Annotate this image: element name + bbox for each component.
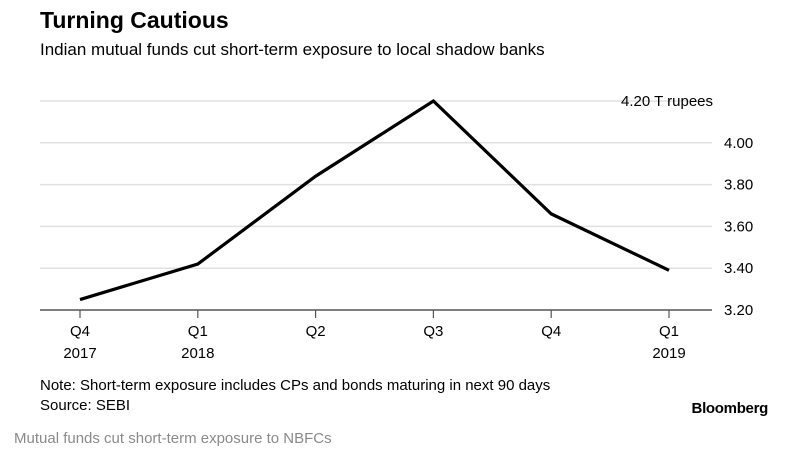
chart-notes: Note: Short-term exposure includes CPs a… bbox=[40, 376, 550, 416]
chart-title: Turning Cautious bbox=[40, 7, 229, 33]
y-tick-label: 4.00 bbox=[724, 135, 753, 152]
bloomberg-logo: Bloomberg bbox=[691, 400, 769, 417]
x-tick-label: Q3 bbox=[423, 323, 443, 340]
x-tick-year-label: 2018 bbox=[181, 345, 214, 362]
image-caption: Mutual funds cut short-term exposure to … bbox=[14, 430, 332, 447]
x-tick-label: Q2 bbox=[306, 323, 326, 340]
series-line bbox=[79, 98, 670, 302]
note-text: Note: Short-term exposure includes CPs a… bbox=[40, 377, 551, 394]
y-tick-label: 3.20 bbox=[724, 302, 753, 319]
x-tick-label: Q1 bbox=[659, 323, 679, 340]
x-tick-label: Q4 bbox=[541, 323, 561, 340]
y-tick-label: 3.80 bbox=[724, 177, 753, 194]
y-tick-label: 3.60 bbox=[724, 218, 753, 235]
y-tick-label: 3.40 bbox=[724, 260, 753, 277]
x-tick-label: Q4 bbox=[70, 323, 90, 340]
y-tick-label: 4.20 T rupees bbox=[621, 93, 713, 110]
x-tick-year-label: 2017 bbox=[63, 345, 96, 362]
x-tick-label: Q1 bbox=[188, 323, 208, 340]
x-tick-year-label: 2019 bbox=[652, 345, 685, 362]
chart-subtitle: Indian mutual funds cut short-term expos… bbox=[40, 40, 545, 59]
source-text: Source: SEBI bbox=[40, 397, 131, 414]
